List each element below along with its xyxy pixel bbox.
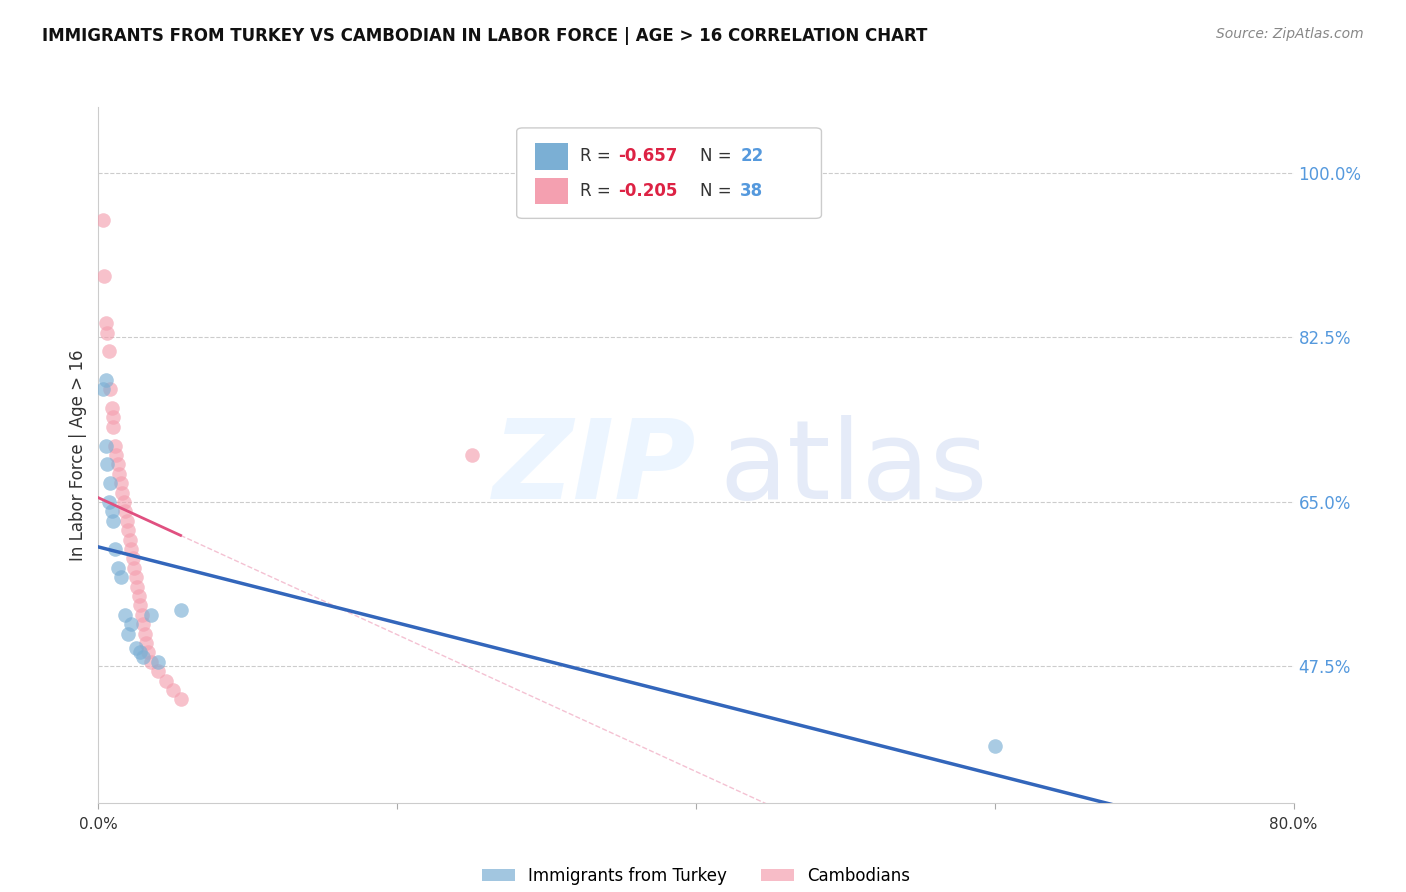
Point <box>103 419 125 434</box>
Point <box>96 458 118 472</box>
Point <box>100 382 122 396</box>
Text: -0.657: -0.657 <box>619 147 678 165</box>
Text: N =: N = <box>700 147 737 165</box>
Point <box>129 645 152 659</box>
Text: N =: N = <box>700 182 737 200</box>
Point <box>104 541 127 556</box>
Point <box>139 655 162 669</box>
Point <box>169 692 191 706</box>
Point <box>91 212 114 227</box>
Point <box>112 495 135 509</box>
Text: 0.0%: 0.0% <box>79 817 118 832</box>
Point <box>101 401 124 415</box>
Point <box>125 640 148 655</box>
Y-axis label: In Labor Force | Age > 16: In Labor Force | Age > 16 <box>69 349 87 561</box>
Text: IMMIGRANTS FROM TURKEY VS CAMBODIAN IN LABOR FORCE | AGE > 16 CORRELATION CHART: IMMIGRANTS FROM TURKEY VS CAMBODIAN IN L… <box>42 27 928 45</box>
Point <box>114 504 136 518</box>
Point <box>105 448 128 462</box>
Point <box>114 607 136 622</box>
Point <box>120 617 142 632</box>
Point <box>124 560 146 574</box>
Point <box>108 467 131 481</box>
Text: 22: 22 <box>740 147 763 165</box>
Point <box>117 523 139 537</box>
Point <box>117 626 139 640</box>
Text: R =: R = <box>581 147 616 165</box>
Point <box>94 438 117 452</box>
Point <box>148 655 170 669</box>
Point <box>148 664 170 678</box>
Point <box>91 382 114 396</box>
Point <box>107 560 129 574</box>
Point <box>118 533 141 547</box>
Point <box>103 410 125 425</box>
Text: -0.205: -0.205 <box>619 182 678 200</box>
Legend: Immigrants from Turkey, Cambodians: Immigrants from Turkey, Cambodians <box>475 860 917 891</box>
Point <box>461 448 484 462</box>
FancyBboxPatch shape <box>534 178 568 204</box>
Point <box>101 504 124 518</box>
Point <box>104 438 127 452</box>
Point <box>103 514 125 528</box>
Point <box>94 316 117 330</box>
Point <box>169 603 191 617</box>
Point <box>136 645 159 659</box>
Text: R =: R = <box>581 182 616 200</box>
Point <box>134 626 156 640</box>
Point <box>97 344 120 359</box>
Text: ZIP: ZIP <box>492 416 696 523</box>
Point <box>129 599 152 613</box>
Point <box>132 617 155 632</box>
Point <box>139 607 162 622</box>
Point <box>127 580 149 594</box>
Point <box>100 476 122 491</box>
Point <box>125 570 148 584</box>
Point <box>120 541 142 556</box>
Text: atlas: atlas <box>720 416 988 523</box>
Point <box>984 739 1007 754</box>
FancyBboxPatch shape <box>517 128 821 219</box>
Text: 38: 38 <box>740 182 763 200</box>
Point <box>110 476 132 491</box>
Point <box>115 514 138 528</box>
Point <box>162 683 184 698</box>
Text: Source: ZipAtlas.com: Source: ZipAtlas.com <box>1216 27 1364 41</box>
Point <box>121 551 143 566</box>
Point <box>131 607 153 622</box>
Point <box>96 326 118 340</box>
Point <box>107 458 129 472</box>
Point <box>128 589 150 603</box>
Point <box>135 636 157 650</box>
Point <box>155 673 177 688</box>
Text: 80.0%: 80.0% <box>1270 817 1317 832</box>
Point <box>93 269 115 284</box>
Point <box>110 570 132 584</box>
FancyBboxPatch shape <box>534 144 568 169</box>
Point <box>94 373 117 387</box>
Point <box>111 485 134 500</box>
Point <box>97 495 120 509</box>
Point <box>132 650 155 665</box>
